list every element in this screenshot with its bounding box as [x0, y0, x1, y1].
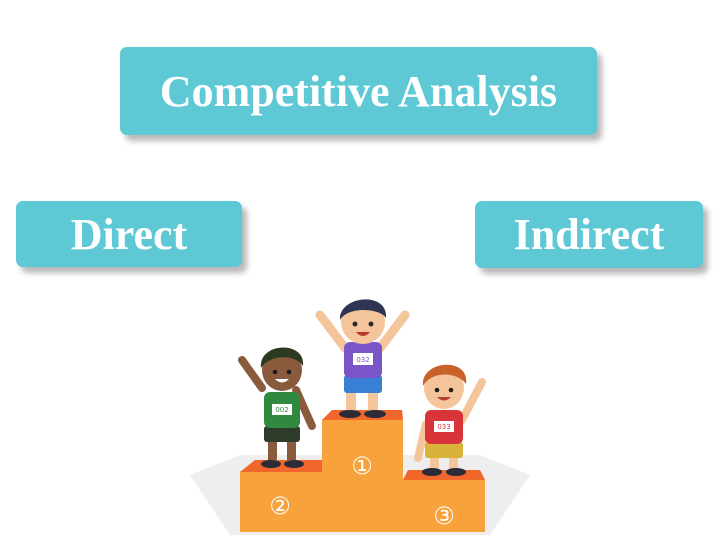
- podium: [240, 410, 485, 532]
- indirect-box: Indirect: [475, 201, 703, 268]
- direct-box: Direct: [16, 201, 242, 267]
- title-text: Competitive Analysis: [159, 66, 558, 116]
- bib-second: 002: [275, 406, 288, 414]
- place-second-label: ②: [269, 492, 291, 520]
- podium-first: [322, 420, 403, 532]
- indirect-label: Indirect: [513, 210, 665, 259]
- podium-third: [403, 480, 485, 532]
- kid-third: 033: [414, 364, 486, 476]
- kids-on-podium-illustration: ① ② ③ 032: [190, 299, 530, 535]
- title-box: Competitive Analysis: [120, 47, 597, 135]
- podium-illustration: ① ② ③ 032: [180, 280, 540, 540]
- kid-first: 032: [315, 299, 410, 418]
- bib-first: 032: [356, 356, 369, 364]
- kid-second: 002: [238, 347, 316, 468]
- place-first-label: ①: [351, 452, 373, 480]
- bib-third: 033: [437, 423, 450, 431]
- direct-label: Direct: [70, 209, 188, 259]
- podium-second: [240, 472, 322, 532]
- place-third-label: ③: [433, 502, 455, 530]
